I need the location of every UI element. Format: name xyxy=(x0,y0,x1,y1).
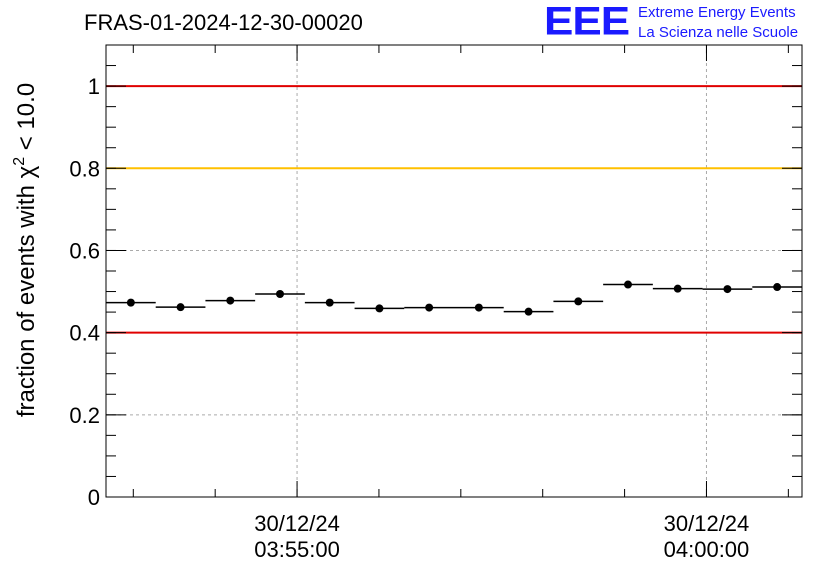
data-point xyxy=(723,285,732,294)
axis-labels: 00.20.40.60.8130/12/2403:55:0030/12/2404… xyxy=(69,74,749,562)
plot-frame xyxy=(105,44,803,498)
y-axis-label: fraction of events with χ2 < 10.0 xyxy=(11,83,40,417)
y-tick-label: 1 xyxy=(88,74,100,99)
grid-layer xyxy=(106,45,802,497)
y-tick-label: 0.4 xyxy=(69,321,100,346)
axis-ticks xyxy=(106,44,802,498)
y-tick-label: 0.8 xyxy=(69,156,100,181)
data-point xyxy=(524,307,533,316)
data-point xyxy=(773,283,782,292)
chart-title: FRAS-01-2024-12-30-00020 xyxy=(84,10,363,35)
data-point xyxy=(574,297,583,306)
data-point xyxy=(425,303,434,312)
eee-logo-mark: EEE xyxy=(544,0,630,44)
x-tick-label-date: 30/12/24 xyxy=(254,511,340,536)
y-tick-label: 0.2 xyxy=(69,403,100,428)
y-tick-label: 0.6 xyxy=(69,238,100,263)
y-axis-label-sup: 2 xyxy=(11,157,28,166)
data-points xyxy=(106,280,802,316)
data-point xyxy=(375,304,384,313)
logo-line-1: Extreme Energy Events xyxy=(638,4,796,21)
data-point xyxy=(474,303,483,312)
data-point xyxy=(325,298,334,307)
reference-lines xyxy=(106,85,802,334)
data-point xyxy=(126,298,135,307)
logo-line-2: La Scienza nelle Scuole xyxy=(638,24,799,41)
eee-logo: EEE Extreme Energy Events La Scienza nel… xyxy=(544,2,834,46)
x-tick-label-date: 30/12/24 xyxy=(664,511,750,536)
y-axis-label-post: < 10.0 xyxy=(13,83,40,157)
data-point xyxy=(226,296,235,305)
data-point xyxy=(276,290,284,299)
x-tick-label-time: 03:55:00 xyxy=(254,537,340,562)
y-tick-label: 0 xyxy=(88,485,100,510)
data-point xyxy=(176,303,185,312)
data-point xyxy=(673,284,682,293)
data-point xyxy=(624,280,632,289)
x-tick-label-time: 04:00:00 xyxy=(664,537,750,562)
y-axis-label-pre: fraction of events with χ xyxy=(13,165,40,417)
